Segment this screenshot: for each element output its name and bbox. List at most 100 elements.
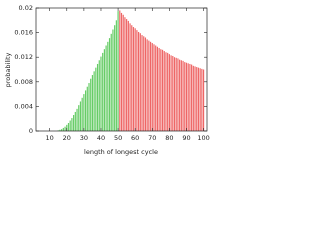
bar — [161, 49, 164, 131]
bar — [173, 57, 176, 132]
bar — [83, 94, 85, 131]
bar — [76, 108, 78, 131]
x-tick-label: 20 — [63, 134, 71, 142]
bar — [182, 60, 184, 131]
bar — [156, 46, 159, 132]
bar — [84, 90, 87, 131]
bar — [175, 57, 177, 131]
bar — [199, 68, 201, 131]
bar — [62, 127, 64, 131]
bar — [108, 38, 111, 132]
bar — [114, 25, 116, 131]
bar — [110, 33, 112, 131]
bar — [90, 78, 92, 131]
bar — [197, 67, 200, 131]
bar — [126, 19, 128, 131]
bar — [100, 56, 102, 131]
bar — [120, 12, 123, 132]
bar — [148, 40, 150, 131]
bar — [112, 29, 114, 131]
bar — [71, 118, 73, 131]
bar — [144, 37, 147, 131]
bar — [117, 11, 119, 132]
x-tick-label: 30 — [80, 134, 88, 142]
bar — [66, 124, 68, 131]
bar — [107, 41, 109, 132]
bar — [184, 62, 186, 132]
bar — [86, 86, 88, 131]
bar — [74, 111, 76, 131]
y-axis-label: probability — [4, 53, 12, 88]
bar — [165, 52, 167, 131]
x-tick-label: 80 — [165, 134, 173, 142]
bar — [59, 129, 61, 131]
bar — [189, 63, 191, 132]
bar — [158, 47, 160, 131]
bar — [129, 23, 131, 131]
x-tick-label: 40 — [97, 134, 105, 142]
y-tick-label: 0.016 — [14, 29, 33, 37]
bar — [88, 83, 90, 131]
bar — [168, 54, 170, 131]
bar — [201, 68, 203, 131]
bar — [79, 101, 82, 131]
bar — [98, 60, 100, 131]
bar — [146, 39, 148, 131]
bar — [177, 58, 179, 131]
bar — [196, 67, 198, 131]
bar — [124, 17, 126, 132]
bar — [95, 67, 97, 131]
bar — [131, 25, 133, 131]
x-tick-label: 10 — [46, 134, 54, 142]
bar — [160, 49, 162, 131]
bar — [96, 63, 99, 132]
x-tick-label: 90 — [182, 134, 190, 142]
bar — [78, 105, 80, 131]
x-tick-label: 50 — [114, 134, 122, 142]
bar — [167, 52, 169, 131]
bar — [119, 10, 121, 132]
bar — [132, 27, 135, 131]
bar — [102, 52, 104, 131]
x-axis-label: length of longest cycle — [84, 148, 158, 156]
bar — [143, 36, 145, 131]
y-tick-label: 0.012 — [14, 53, 33, 61]
bar — [155, 45, 157, 131]
bar — [191, 64, 193, 131]
x-tick-label: 70 — [148, 134, 156, 142]
page: length of longest cycle probability 0 0.0… — [4, 4, 210, 156]
bar — [105, 45, 107, 131]
bar — [170, 55, 172, 132]
bar — [81, 97, 83, 131]
bar — [122, 14, 124, 132]
bar — [93, 71, 95, 131]
bar — [185, 62, 188, 131]
bar — [91, 75, 94, 131]
x-tick-label: 60 — [131, 134, 139, 142]
bar — [194, 66, 196, 131]
bar — [187, 63, 189, 131]
x-tick-label: 100 — [197, 134, 209, 142]
chart: length of longest cycle probability 0 0.0… — [4, 4, 210, 156]
bar — [134, 28, 136, 132]
bar — [139, 33, 141, 132]
bar — [67, 123, 70, 131]
bar — [103, 49, 105, 131]
bar — [153, 44, 155, 131]
bar — [138, 31, 140, 131]
bar — [136, 30, 138, 131]
bar — [141, 35, 143, 132]
bar — [172, 55, 174, 131]
bar — [180, 60, 182, 131]
bar — [61, 129, 63, 131]
bar — [73, 115, 75, 131]
bar — [69, 120, 71, 131]
y-tick-label: 0.004 — [14, 102, 33, 110]
bar — [149, 41, 152, 132]
bar — [127, 20, 129, 131]
y-tick-label: 0.008 — [14, 78, 33, 86]
bar — [179, 59, 181, 131]
bar — [202, 69, 205, 131]
bar — [151, 43, 153, 131]
plot-frame — [35, 7, 208, 132]
